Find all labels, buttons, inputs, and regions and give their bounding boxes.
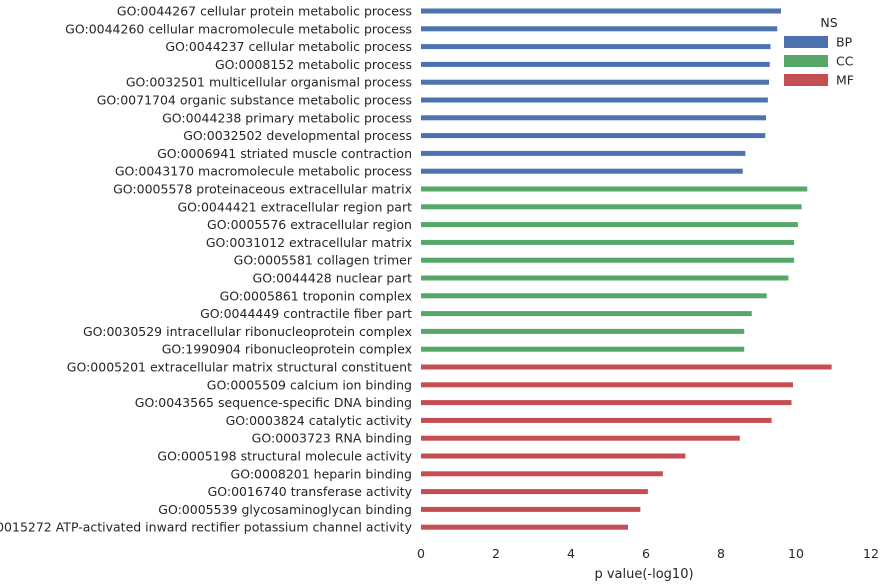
bar-cc-17	[421, 311, 752, 317]
category-label-8: GO:0006941 striated muscle contraction	[157, 146, 412, 161]
bar-mf-22	[421, 400, 792, 406]
bar-mf-24	[421, 435, 740, 441]
bar-cc-10	[421, 186, 808, 192]
category-label-15: GO:0044428 nuclear part	[253, 271, 413, 286]
bar-bp-5	[421, 97, 768, 103]
category-label-24: GO:0003723 RNA binding	[252, 431, 412, 446]
bars-group	[421, 8, 832, 530]
x-tick-label-4: 8	[717, 546, 725, 561]
category-labels-group: GO:0044267 cellular protein metabolic pr…	[0, 4, 413, 535]
bar-bp-2	[421, 44, 771, 50]
bar-cc-18	[421, 328, 745, 334]
legend-label-cc: CC	[836, 54, 854, 69]
bar-cc-11	[421, 204, 802, 210]
category-label-29: GO:0015272 ATP-activated inward rectifie…	[0, 520, 413, 535]
category-label-27: GO:0016740 transferase activity	[208, 484, 413, 499]
category-label-13: GO:0031012 extracellular matrix	[206, 235, 412, 250]
bar-bp-9	[421, 168, 743, 174]
category-label-12: GO:0005576 extracellular region	[207, 217, 412, 232]
bar-mf-27	[421, 489, 648, 495]
legend-entries-group: BP CC MF	[784, 35, 854, 88]
bar-bp-8	[421, 150, 746, 156]
legend-swatch-mf	[784, 74, 828, 86]
category-label-19: GO:1990904 ribonucleoprotein complex	[162, 342, 412, 357]
bar-mf-20	[421, 364, 832, 370]
x-tick-label-1: 2	[492, 546, 500, 561]
legend-swatch-bp	[784, 36, 828, 48]
category-label-21: GO:0005509 calcium ion binding	[207, 377, 412, 392]
bar-cc-14	[421, 257, 795, 263]
x-axis-label: p value(-log10)	[594, 567, 693, 582]
category-label-4: GO:0032501 multicellular organismal proc…	[126, 75, 412, 90]
bar-mf-29	[421, 524, 628, 530]
category-label-10: GO:0005578 proteinaceous extracellular m…	[113, 182, 412, 197]
category-label-2: GO:0044237 cellular metabolic process	[165, 39, 412, 54]
category-label-14: GO:0005581 collagen trimer	[234, 253, 413, 268]
legend: NS BP CC MF	[784, 15, 854, 88]
category-label-22: GO:0043565 sequence-specific DNA binding	[135, 395, 412, 410]
category-label-11: GO:0044421 extracellular region part	[177, 199, 412, 214]
x-tick-label-5: 10	[788, 546, 804, 561]
category-label-26: GO:0008201 heparin binding	[231, 466, 412, 481]
bar-mf-28	[421, 506, 641, 512]
bar-cc-16	[421, 293, 767, 299]
category-label-28: GO:0005539 glycosaminoglycan binding	[158, 502, 412, 517]
legend-label-mf: MF	[836, 73, 854, 88]
category-label-0: GO:0044267 cellular protein metabolic pr…	[117, 4, 412, 19]
x-tick-label-3: 6	[642, 546, 650, 561]
category-label-3: GO:0008152 metabolic process	[215, 57, 412, 72]
x-tick-label-0: 0	[417, 546, 425, 561]
bar-bp-1	[421, 26, 778, 32]
x-tick-label-2: 4	[567, 546, 575, 561]
x-tick-label-6: 12	[863, 546, 879, 561]
legend-title: NS	[820, 15, 837, 30]
category-label-18: GO:0030529 intracellular ribonucleoprote…	[83, 324, 412, 339]
bar-bp-4	[421, 79, 769, 85]
bar-cc-19	[421, 346, 745, 352]
bar-bp-7	[421, 133, 766, 139]
category-label-16: GO:0005861 troponin complex	[220, 288, 412, 303]
legend-label-bp: BP	[836, 35, 853, 50]
bar-cc-15	[421, 275, 789, 281]
category-label-6: GO:0044238 primary metabolic process	[162, 110, 412, 125]
category-label-20: GO:0005201 extracellular matrix structur…	[67, 360, 412, 375]
category-label-25: GO:0005198 structural molecule activity	[157, 449, 412, 464]
bar-mf-25	[421, 453, 686, 459]
category-label-1: GO:0044260 cellular macromolecule metabo…	[65, 21, 412, 36]
category-label-5: GO:0071704 organic substance metabolic p…	[97, 93, 412, 108]
category-label-7: GO:0032502 developmental process	[183, 128, 412, 143]
bar-mf-21	[421, 382, 793, 388]
legend-swatch-cc	[784, 55, 828, 67]
bar-bp-3	[421, 61, 770, 67]
bar-cc-12	[421, 222, 798, 228]
bar-mf-26	[421, 471, 663, 477]
bar-bp-6	[421, 115, 766, 121]
bar-cc-13	[421, 239, 795, 245]
category-label-17: GO:0044449 contractile fiber part	[200, 306, 412, 321]
category-label-9: GO:0043170 macromolecule metabolic proce…	[115, 164, 412, 179]
bar-bp-0	[421, 8, 781, 14]
category-label-23: GO:0003824 catalytic activity	[226, 413, 413, 428]
bar-mf-23	[421, 417, 772, 423]
x-axis-ticks-group: 0 2 4 6 8 10 12	[417, 546, 879, 561]
